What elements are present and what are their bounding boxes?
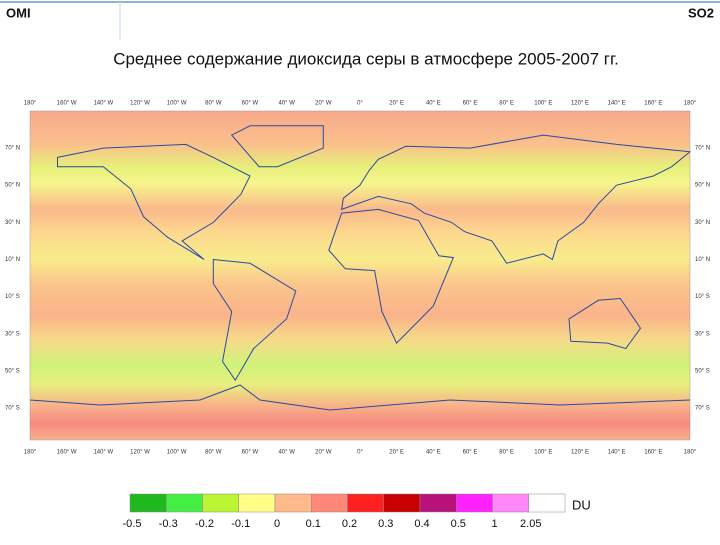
title: Среднее содержание диоксида серы в атмос…: [113, 49, 619, 68]
lat-label: 70° S: [695, 406, 710, 412]
lat-label: 30° S: [695, 331, 710, 337]
lon-label: 120° E: [571, 450, 589, 456]
lat-label: 30° N: [5, 220, 20, 226]
lon-label: 40° W: [278, 101, 295, 107]
lon-label: 100° E: [534, 450, 552, 456]
africa: [328, 208, 455, 344]
legend-label: -0.2: [195, 518, 214, 530]
lon-label: 160° W: [57, 450, 77, 456]
lon-label: 40° E: [426, 450, 441, 456]
coastlines: [29, 125, 692, 411]
lon-label: 180°: [24, 450, 37, 456]
lat-label: 10° N: [695, 257, 710, 263]
australia: [568, 297, 642, 350]
lon-label: 60° W: [242, 450, 259, 456]
legend-label: 0.1: [306, 518, 321, 530]
legend-label: 2.05: [520, 518, 541, 530]
legend-swatch: [347, 493, 384, 513]
legend-label: 1: [491, 518, 497, 530]
lat-label: 10° S: [695, 294, 710, 300]
lat-label: 50° N: [5, 183, 20, 189]
lon-label: 140° W: [93, 450, 113, 456]
lon-label: 180°: [684, 101, 697, 107]
lon-label: 140° E: [608, 101, 626, 107]
lat-label: 70° N: [695, 146, 710, 152]
lon-label: 100° W: [167, 101, 187, 107]
legend-swatch: [528, 493, 566, 513]
greenland: [230, 125, 324, 168]
lon-label: 20° W: [315, 101, 332, 107]
lon-label: 20° W: [315, 450, 332, 456]
lon-label: 60° W: [242, 101, 259, 107]
lon-label: 140° W: [93, 101, 113, 107]
legend-label: 0: [274, 518, 280, 530]
lat-label: 70° N: [5, 146, 20, 152]
lon-label: 120° W: [130, 101, 150, 107]
lat-label: 10° S: [5, 294, 20, 300]
legend-label: -0.1: [231, 518, 250, 530]
lat-label: 50° S: [695, 368, 710, 374]
lon-label: 180°: [24, 101, 37, 107]
legend-swatch: [274, 493, 312, 513]
legend-swatch: [492, 493, 529, 513]
lon-label: 140° E: [608, 450, 626, 456]
lat-label: 50° S: [5, 368, 20, 374]
lon-label: 160° W: [57, 101, 77, 107]
map-frame: [29, 110, 691, 441]
legend-swatch: [383, 493, 421, 513]
lat-label: 70° S: [5, 406, 20, 412]
legend-label: 0.4: [414, 518, 429, 530]
legend-swatch: [202, 493, 239, 513]
lon-label: 80° E: [499, 101, 514, 107]
legend-label: -0.5: [123, 518, 142, 530]
lat-label: 10° N: [5, 257, 20, 263]
lon-label: 120° W: [130, 450, 150, 456]
lon-label: 100° W: [167, 450, 187, 456]
legend-swatch: [419, 493, 457, 513]
lon-label: 60° E: [463, 101, 478, 107]
legend-label: 0.2: [342, 518, 357, 530]
color-legend: -0.5 -0.3 -0.2 -0.1 0 0.1 0.2 0.3 0.4 0.5 1 2.05: [123, 493, 566, 530]
map-field: [30, 111, 690, 440]
legend-swatch: [238, 493, 276, 513]
lon-label: 160° E: [644, 101, 662, 107]
south-america: [212, 258, 297, 382]
legend-unit: DU: [572, 497, 591, 512]
lon-label: 60° E: [463, 450, 478, 456]
header-left: OMI: [6, 5, 31, 20]
lon-label: 80° W: [205, 101, 222, 107]
legend-swatch: [311, 493, 348, 513]
lon-label: 40° E: [426, 101, 441, 107]
lon-label: 20° E: [389, 101, 404, 107]
legend-swatch: [129, 493, 167, 513]
lon-label: 120° E: [571, 101, 589, 107]
antarctica: [29, 384, 691, 411]
north-america: [57, 143, 251, 260]
legend-swatch: [456, 493, 493, 513]
lon-label: 0°: [357, 101, 363, 107]
header-right: SO2: [688, 5, 714, 20]
lon-label: 180°: [684, 450, 697, 456]
lat-label: 30° N: [695, 220, 710, 226]
map-ticks: 180° 180° 160° W 160° W 140° W 140° W 120° W 12…: [5, 101, 710, 456]
eurasia: [340, 134, 692, 264]
lon-label: 80° E: [499, 450, 514, 456]
lon-label: 80° W: [205, 450, 222, 456]
lon-label: 20° E: [389, 450, 404, 456]
lon-label: 160° E: [644, 450, 662, 456]
legend-label: -0.3: [159, 518, 178, 530]
legend-label: 0.3: [378, 518, 393, 530]
lon-label: 100° E: [534, 101, 552, 107]
legend-swatch: [166, 493, 203, 513]
legend-label: 0.5: [451, 518, 466, 530]
lat-label: 30° S: [5, 331, 20, 337]
lat-label: 50° N: [695, 183, 710, 189]
lon-label: 0°: [357, 450, 363, 456]
lon-label: 40° W: [278, 450, 295, 456]
